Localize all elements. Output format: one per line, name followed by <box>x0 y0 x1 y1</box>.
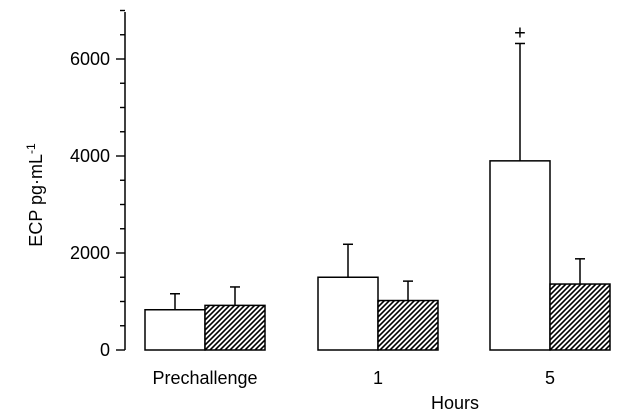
y-tick-label: 0 <box>100 340 110 360</box>
x-tick-label: 1 <box>373 368 383 388</box>
y-axis-title: ECP pg·mL-1 <box>24 143 46 247</box>
y-axis-title-main: ECP pg·mL <box>26 154 46 247</box>
y-axis-title-exponent: -1 <box>24 143 38 154</box>
y-tick-label: 4000 <box>70 146 110 166</box>
annotations: + <box>514 22 526 44</box>
y-tick-label: 2000 <box>70 243 110 263</box>
x-axis-tick-labels: Prechallenge 1 5 <box>152 368 555 388</box>
bar <box>317 276 379 351</box>
bars <box>144 160 611 351</box>
x-axis-title: Hours <box>431 393 479 413</box>
x-tick-label: 5 <box>545 368 555 388</box>
bar <box>489 160 551 351</box>
x-tick-label: Prechallenge <box>152 368 257 388</box>
bar <box>204 304 266 351</box>
y-tick-label: 6000 <box>70 49 110 69</box>
bar <box>144 308 206 351</box>
significance-marker: + <box>514 22 526 44</box>
error-bars <box>170 42 585 310</box>
bar <box>549 283 611 351</box>
bar <box>377 299 439 351</box>
y-axis-ticks: 0 2000 4000 6000 <box>70 9 125 360</box>
